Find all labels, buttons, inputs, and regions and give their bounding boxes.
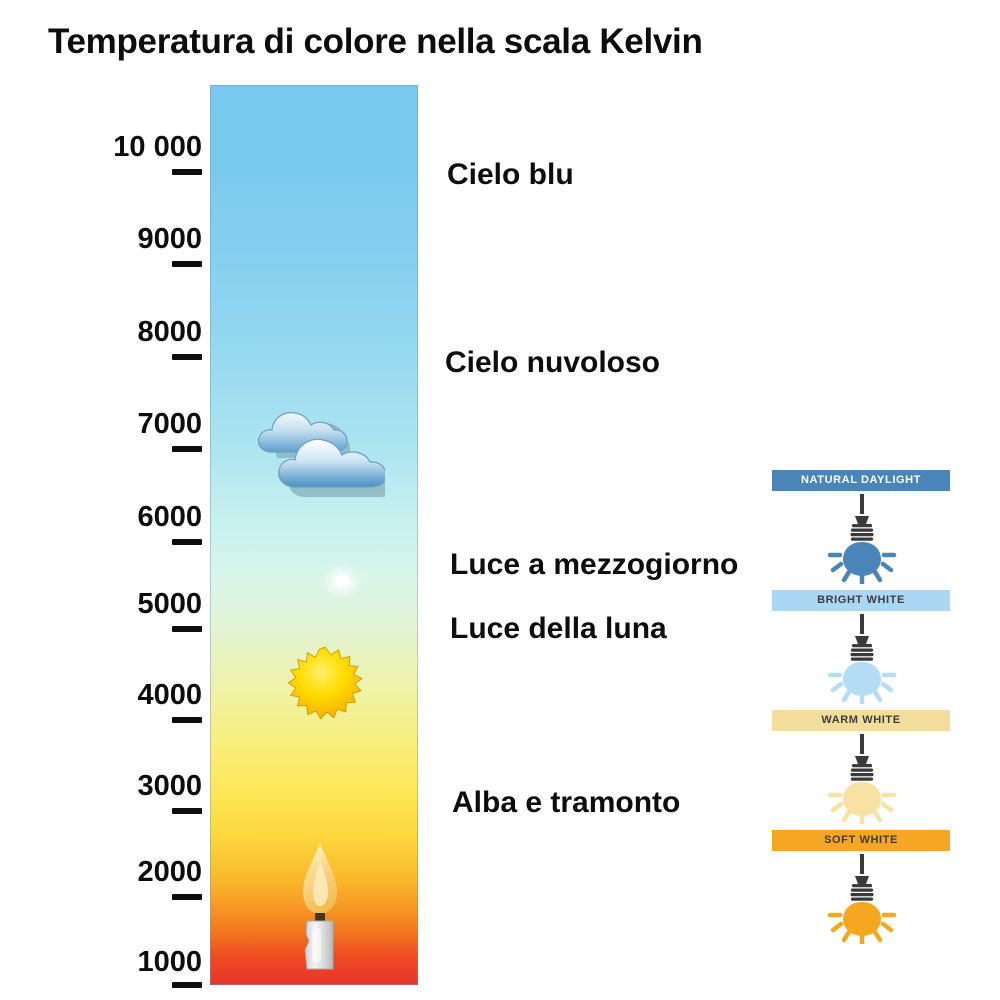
bulb-card-warm-white[interactable]: WARM WHITE [772, 710, 952, 824]
kelvin-axis: 10 000 9000 8000 7000 6000 5000 4000 300… [0, 0, 202, 1000]
scene-label-luce-della-luna: Luce della luna [450, 612, 667, 645]
axis-label-2000: 2000 [137, 856, 202, 888]
lightbulb-icon [827, 854, 897, 944]
bulb-card-natural-daylight[interactable]: NATURAL DAYLIGHT [772, 470, 952, 584]
bulb-banner-bright-white: BRIGHT WHITE [772, 590, 950, 611]
bulb-banner-natural-daylight: NATURAL DAYLIGHT [772, 470, 950, 491]
scene-label-luce-a-mezzogiorno: Luce a mezzogiorno [450, 548, 739, 581]
axis-tick-2000 [172, 894, 202, 900]
axis-tick-1000 [172, 982, 202, 988]
bulb-legend: NATURAL DAYLIGHT BRIGHT WHIT [772, 470, 972, 950]
kelvin-scale-bar [210, 85, 418, 985]
axis-label-4000: 4000 [137, 679, 202, 711]
axis-label-1000: 1000 [137, 946, 202, 978]
axis-label-8000: 8000 [137, 316, 202, 348]
axis-tick-5000 [172, 626, 202, 632]
bulb-card-soft-white[interactable]: SOFT WHITE [772, 830, 952, 944]
axis-tick-6000 [172, 539, 202, 545]
lightbulb-icon [827, 734, 897, 824]
moon-icon [334, 575, 350, 588]
candle-icon [285, 838, 355, 978]
axis-label-6000: 6000 [137, 501, 202, 533]
lightbulb-icon [827, 494, 897, 584]
axis-label-3000: 3000 [137, 770, 202, 802]
axis-tick-3000 [172, 808, 202, 814]
axis-tick-7000 [172, 446, 202, 452]
axis-tick-10000 [172, 169, 202, 175]
axis-label-7000: 7000 [137, 408, 202, 440]
axis-tick-4000 [172, 717, 202, 723]
axis-label-10000: 10 000 [113, 131, 202, 163]
axis-label-5000: 5000 [137, 588, 202, 620]
color-temperature-gradient [210, 85, 418, 985]
clouds-icon [255, 405, 396, 502]
axis-label-9000: 9000 [137, 223, 202, 255]
bulb-card-bright-white[interactable]: BRIGHT WHITE [772, 590, 952, 704]
bulb-banner-soft-white: SOFT WHITE [772, 830, 950, 851]
page-title: Temperatura di colore nella scala Kelvin [48, 22, 703, 61]
scene-label-cielo-nuvoloso: Cielo nuvoloso [445, 346, 661, 379]
sun-icon [272, 645, 378, 750]
bulb-banner-warm-white: WARM WHITE [772, 710, 950, 731]
scene-label-cielo-blu: Cielo blu [447, 158, 574, 191]
lightbulb-icon [827, 614, 897, 704]
axis-tick-8000 [172, 354, 202, 360]
scene-label-alba-e-tramonto: Alba e tramonto [452, 786, 681, 819]
axis-tick-9000 [172, 261, 202, 267]
